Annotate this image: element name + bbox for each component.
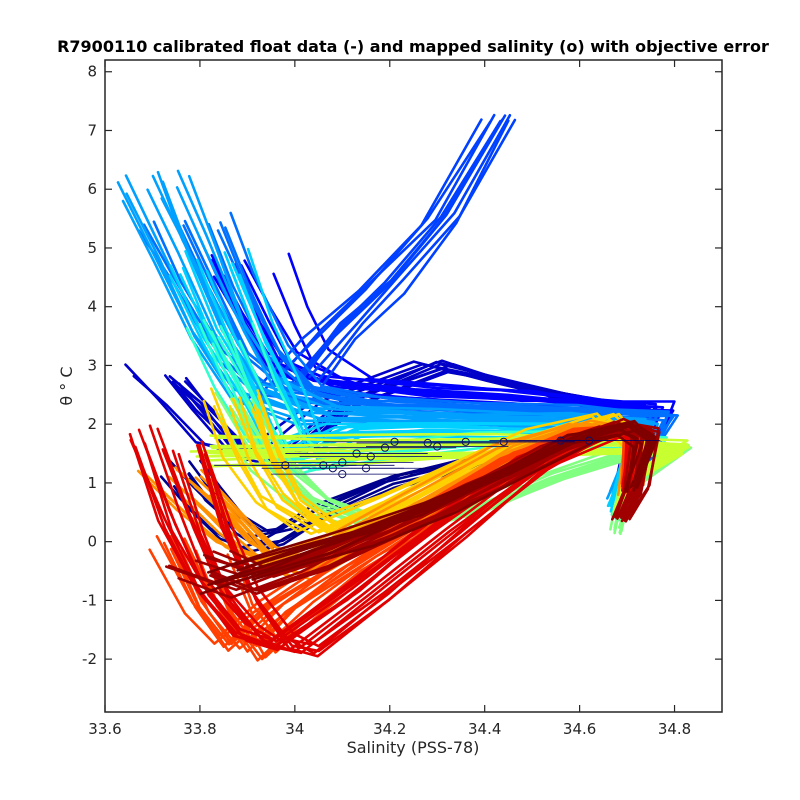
mapped-salinity-point <box>461 437 470 446</box>
x-tick-label: 34.6 <box>563 720 596 738</box>
y-tick-label: 8 <box>87 63 97 81</box>
x-tick-label: 34.4 <box>468 720 501 738</box>
mapped-salinity-point <box>366 452 375 461</box>
x-axis-label: Salinity (PSS-78) <box>347 738 480 757</box>
x-tick-label: 34.2 <box>373 720 406 738</box>
x-axis: 33.6 33.8 34 34.2 34.4 34.6 34.8 <box>88 60 691 738</box>
profile-line <box>316 118 517 383</box>
mapped-salinity-point <box>338 470 347 479</box>
x-tick-label: 33.8 <box>183 720 216 738</box>
y-tick-label: 6 <box>87 180 97 198</box>
mapped-salinity-point <box>585 436 594 445</box>
mapped-salinity-point <box>499 437 508 446</box>
y-axis: -2 -1 0 1 2 3 4 5 6 7 8 <box>82 63 722 668</box>
profile-line <box>311 119 510 402</box>
profile-line <box>308 114 512 379</box>
y-axis-label: θ ° C <box>57 366 76 405</box>
y-tick-label: 2 <box>87 415 97 433</box>
x-tick-label: 34 <box>285 720 304 738</box>
mapped-salinity-point <box>281 461 290 470</box>
mapped-salinity-point <box>328 464 337 473</box>
mapped-salinity-points <box>281 436 594 479</box>
y-tick-label: 7 <box>87 121 97 139</box>
mapped-salinity-point <box>380 443 390 452</box>
profile-line <box>260 120 492 394</box>
y-tick-label: 3 <box>87 356 97 374</box>
objective-error-bars <box>214 440 661 475</box>
y-tick-label: -1 <box>82 591 97 609</box>
mapped-salinity-point <box>352 449 361 458</box>
float-profiles <box>116 113 693 662</box>
mapped-salinity-point <box>433 442 442 451</box>
y-tick-label: -2 <box>82 650 97 668</box>
y-tick-label: 1 <box>87 474 97 492</box>
profile-line <box>244 424 657 569</box>
profile-line <box>288 119 502 387</box>
x-tick-label: 33.6 <box>88 720 121 738</box>
profile-line <box>241 419 653 570</box>
plot-frame <box>104 59 723 713</box>
y-tick-label: 5 <box>87 239 97 257</box>
mapped-salinity-point <box>423 438 432 448</box>
mapped-salinity-point <box>556 436 565 445</box>
mapped-salinity-point <box>361 464 371 473</box>
y-tick-label: 0 <box>87 533 97 551</box>
x-tick-label: 34.8 <box>658 720 691 738</box>
y-tick-label: 4 <box>87 298 97 316</box>
profile-line <box>212 427 644 584</box>
mapped-salinity-point <box>390 437 399 446</box>
mapped-salinity-point <box>319 461 328 470</box>
mapped-salinity-point <box>338 458 347 467</box>
chart-title: R7900110 calibrated float data (-) and m… <box>57 37 769 56</box>
